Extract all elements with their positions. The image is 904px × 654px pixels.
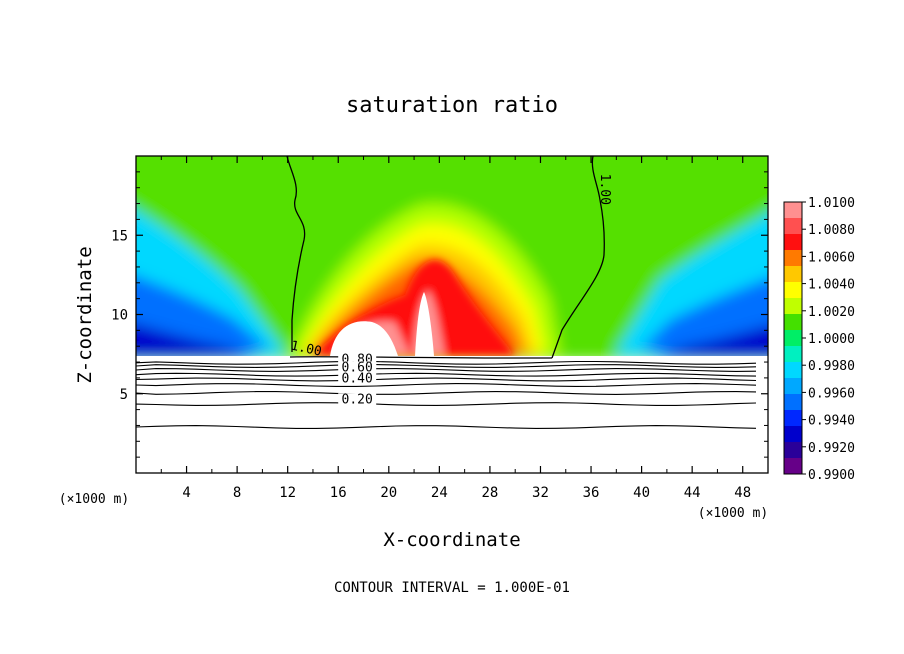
x-tick-label: 40 — [633, 485, 650, 501]
contour-line — [136, 364, 757, 368]
colorbar-label: 0.9960 — [808, 386, 855, 401]
x-tick-label: 20 — [380, 485, 397, 501]
x-axis: 4 8 12 16 20 24 28 32 36 40 44 48 — [160, 156, 751, 501]
plot-area — [136, 156, 768, 473]
colorbar-label: 1.0060 — [808, 250, 855, 265]
colorbar-swatch — [784, 426, 802, 443]
contour-line — [136, 425, 757, 429]
colorbar-swatch — [784, 266, 802, 283]
colorbar-swatch — [784, 202, 802, 219]
contour-labels: 1.001.000.800.600.400.20 — [289, 174, 612, 408]
colorbar-swatch — [784, 298, 802, 315]
x-tick-label: 8 — [233, 485, 241, 501]
colorbar-swatch — [784, 314, 802, 331]
colorbar-swatch — [784, 458, 802, 475]
colorbar-label: 0.9900 — [808, 468, 855, 483]
x-tick-label: 48 — [734, 485, 751, 501]
colorbar-label: 1.0040 — [808, 278, 855, 293]
contour-line — [136, 360, 757, 365]
contour-interval-note: CONTOUR INTERVAL = 1.000E-01 — [334, 580, 570, 596]
colorbar: 1.0100 1.0080 1.0060 1.0040 1.0020 1.0000 0.99… — [783, 196, 855, 483]
contour-line — [136, 377, 757, 382]
y-tick-label: 5 — [120, 387, 128, 403]
contour-line — [136, 383, 757, 387]
y-tick-label: 10 — [111, 308, 128, 324]
contour-label: 0.60 — [342, 361, 373, 376]
colorbar-label: 1.0100 — [808, 196, 855, 211]
x-tick-label: 16 — [330, 485, 347, 501]
x-tick-label: 24 — [431, 485, 448, 501]
chart-title: saturation ratio — [346, 93, 558, 118]
contour-label: 0.20 — [342, 392, 373, 407]
colorbar-label: 0.9940 — [808, 414, 855, 429]
x-unit-left: (×1000 m) — [59, 492, 129, 507]
x-tick-label: 44 — [684, 485, 701, 501]
x-unit-right: (×1000 m) — [698, 506, 768, 521]
colorbar-swatch — [784, 330, 802, 347]
y-axis-label: Z-coordinate — [74, 246, 96, 383]
contour-label: 0.40 — [342, 372, 373, 387]
subsaturated-region — [136, 356, 768, 473]
x-tick-label: 4 — [182, 485, 190, 501]
x-tick-label: 12 — [279, 485, 296, 501]
contour-line — [136, 391, 757, 395]
colorbar-swatch — [784, 282, 802, 299]
colorbar-swatch — [784, 234, 802, 251]
y-axis: 5 10 15 — [111, 171, 768, 458]
colorbar-swatch — [784, 218, 802, 235]
contour-label-bg — [338, 361, 377, 374]
colorbar-swatch — [784, 394, 802, 411]
contour-line — [551, 156, 605, 359]
colorbar-label: 1.0080 — [808, 223, 855, 238]
contour-line — [136, 402, 757, 406]
colorbar-swatch — [784, 378, 802, 395]
colorbar-swatch — [784, 346, 802, 363]
contour-line — [289, 356, 552, 359]
contour-line — [136, 372, 757, 377]
contour-label: 1.00 — [289, 339, 323, 360]
no-data-region — [330, 321, 398, 356]
colorbar-swatch — [784, 410, 802, 427]
contour-label-bg — [338, 372, 377, 385]
x-tick-label: 36 — [583, 485, 600, 501]
contour-label: 1.00 — [597, 174, 612, 205]
contour-label-bg — [338, 393, 377, 406]
x-axis-label: X-coordinate — [383, 529, 520, 551]
colorbar-swatch — [784, 362, 802, 379]
x-tick-label: 28 — [481, 485, 498, 501]
colorbar-label: 1.0000 — [808, 332, 855, 347]
colorbar-swatch — [784, 250, 802, 267]
colorbar-label: 0.9980 — [808, 359, 855, 374]
x-tick-label: 32 — [532, 485, 549, 501]
no-data-region — [415, 292, 434, 356]
colorbar-label: 1.0020 — [808, 305, 855, 320]
colorbar-label: 0.9920 — [808, 441, 855, 456]
contour-line — [136, 368, 757, 372]
colorbar-swatch — [784, 442, 802, 459]
contour-lines — [136, 360, 757, 429]
y-tick-label: 15 — [111, 228, 128, 244]
contour-line — [286, 156, 306, 352]
